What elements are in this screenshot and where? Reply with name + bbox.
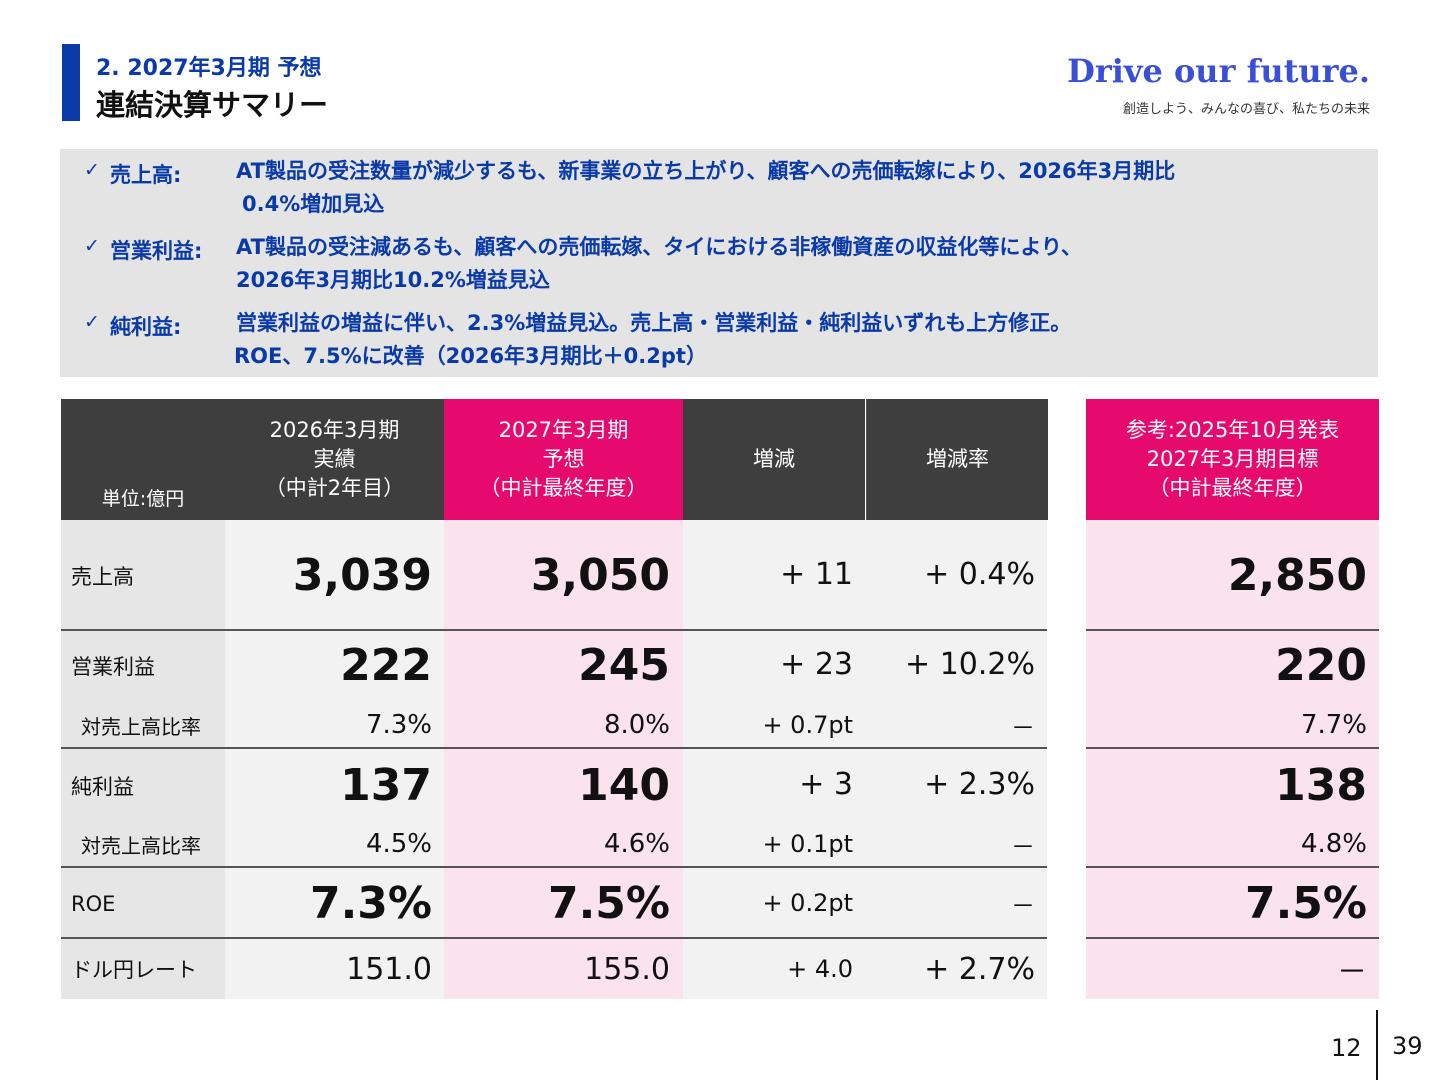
cell-fy2027: 8.0% [603, 710, 670, 740]
check-icon: ✓ [84, 235, 100, 257]
cell-change-rate: + 0.4% [924, 556, 1035, 592]
page-number: 12 [1331, 1034, 1362, 1062]
header-line: 増減率 [926, 447, 989, 471]
row-label-net-margin: 対売上高比率 [81, 833, 201, 858]
cell-fy2026: 7.3% [365, 710, 432, 740]
cell-change: + 4.0 [787, 955, 853, 983]
cell-reference: 7.7% [1300, 710, 1367, 740]
cell-change: + 3 [799, 766, 853, 802]
header-line: 増減 [753, 447, 795, 471]
header-line: 2027年3月期 [498, 418, 629, 442]
header-reference: 参考:2025年10月発表 2027年3月期目標 （中計最終年度） [1086, 399, 1379, 520]
cell-change: + 23 [780, 646, 853, 682]
row-divider [1086, 629, 1379, 631]
cell-reference: 4.8% [1300, 829, 1367, 859]
cell-change: + 11 [780, 556, 853, 592]
row-label-operating-margin: 対売上高比率 [81, 714, 201, 739]
fy2027-column [444, 520, 683, 999]
page-title: 連結決算サマリー [96, 88, 329, 122]
cell-fy2026: 4.5% [365, 829, 432, 859]
row-divider [61, 866, 1047, 868]
header-fy2027: 2027年3月期 予想 （中計最終年度） [444, 399, 683, 520]
summary-text: 営業利益の増益に伴い、2.3%増益見込。売上高・営業利益・純利益いずれも上方修正… [234, 307, 1356, 373]
unit-label: 単位:億円 [101, 488, 185, 510]
header-fy2026: 2026年3月期 実績 （中計2年目） [225, 399, 444, 520]
section-subtitle: 2. 2027年3月期 予想 [96, 56, 322, 81]
row-divider [61, 937, 1047, 939]
summary-line: AT製品の受注数量が減少するも、新事業の立ち上がり、顧客への売価転嫁により、20… [236, 159, 1176, 183]
cell-change-rate: － [1011, 832, 1035, 861]
summary-line: ROE、7.5%に改善（2026年3月期比＋0.2pt） [234, 344, 707, 368]
unit-header: 単位:億円 [61, 399, 225, 520]
cell-change-rate: + 2.7% [924, 951, 1035, 987]
cell-reference: 138 [1275, 759, 1367, 811]
header-line: 実績 [313, 447, 356, 471]
cell-fy2026: 3,039 [292, 549, 432, 601]
row-divider [1086, 866, 1379, 868]
cell-change: + 0.7pt [762, 711, 853, 739]
label-column [61, 520, 225, 999]
page-divider [1376, 1010, 1378, 1080]
reference-column [1086, 520, 1379, 999]
header-change: 増減 [683, 399, 865, 520]
cell-fy2026: 137 [340, 759, 432, 811]
cell-fy2027: 7.5% [547, 877, 670, 929]
row-divider [1086, 937, 1379, 939]
cell-fy2027: 140 [578, 759, 670, 811]
summary-line: 2026年3月期比10.2%増益見込 [236, 268, 550, 292]
row-label-net-income: 純利益 [71, 775, 134, 799]
summary-line: AT製品の受注減あるも、顧客への売価転嫁、タイにおける非稼働資産の収益化等により… [236, 235, 1083, 259]
header-line: 2026年3月期 [269, 418, 400, 442]
brand-tagline: 創造しよう、みんなの喜び、私たちの未来 [1122, 102, 1370, 117]
cell-change: + 0.1pt [762, 830, 853, 858]
cell-change-rate: － [1011, 891, 1035, 920]
summary-label: 売上高: [110, 163, 182, 187]
header-line: 予想 [542, 447, 585, 471]
cell-reference: 7.5% [1244, 877, 1367, 929]
row-label-sales: 売上高 [71, 565, 134, 589]
cell-fy2027: 3,050 [530, 549, 670, 601]
cell-reference: － [1337, 955, 1367, 990]
brand-logo: Drive our future. 創造しよう、みんなの喜び、私たちの未来 [1067, 52, 1370, 117]
summary-line: 0.4%増加見込 [242, 192, 385, 216]
cell-change-rate: + 10.2% [905, 646, 1035, 682]
cell-change-rate: + 2.3% [924, 766, 1035, 802]
summary-box: ✓ 売上高: AT製品の受注数量が減少するも、新事業の立ち上がり、顧客への売価転… [60, 149, 1378, 377]
row-divider [61, 629, 1047, 631]
check-icon: ✓ [84, 311, 100, 333]
summary-label: 営業利益: [110, 239, 203, 263]
cell-change: + 0.2pt [762, 889, 853, 917]
header-line: 2027年3月期目標 [1146, 447, 1319, 471]
summary-label: 純利益: [110, 315, 182, 339]
cell-fy2026: 7.3% [309, 877, 432, 929]
cell-fy2027: 4.6% [603, 829, 670, 859]
header-line: 参考:2025年10月発表 [1125, 418, 1340, 442]
row-label-usd-jpy: ドル円レート [71, 958, 197, 982]
header-line: （中計最終年度） [479, 476, 648, 500]
header-line: （中計最終年度） [1148, 476, 1317, 500]
header-line: （中計2年目） [264, 476, 405, 500]
summary-text: AT製品の受注減あるも、顧客への売価転嫁、タイにおける非稼働資産の収益化等により… [236, 231, 1356, 297]
cell-change-rate: － [1011, 713, 1035, 742]
row-divider [1086, 747, 1379, 749]
cell-fy2027: 245 [578, 639, 670, 691]
title-accent-bar [62, 44, 80, 121]
fy2026-column [225, 520, 444, 999]
check-icon: ✓ [84, 159, 100, 181]
brand-name: Drive our future. [1067, 52, 1370, 90]
cell-fy2026: 222 [340, 639, 432, 691]
cell-fy2026: 151.0 [346, 951, 432, 987]
summary-text: AT製品の受注数量が減少するも、新事業の立ち上がり、顧客への売価転嫁により、20… [236, 155, 1356, 221]
summary-line: 営業利益の増益に伴い、2.3%増益見込。売上高・営業利益・純利益いずれも上方修正… [236, 311, 1072, 335]
row-label-roe: ROE [71, 892, 116, 916]
row-label-operating-income: 営業利益 [71, 655, 155, 679]
change-columns [683, 520, 1047, 999]
cell-fy2027: 155.0 [584, 951, 670, 987]
cell-reference: 220 [1275, 639, 1367, 691]
page-total: 39 [1392, 1032, 1423, 1060]
header-change-rate: 増減率 [866, 399, 1048, 520]
row-divider [61, 747, 1047, 749]
cell-reference: 2,850 [1227, 549, 1367, 601]
